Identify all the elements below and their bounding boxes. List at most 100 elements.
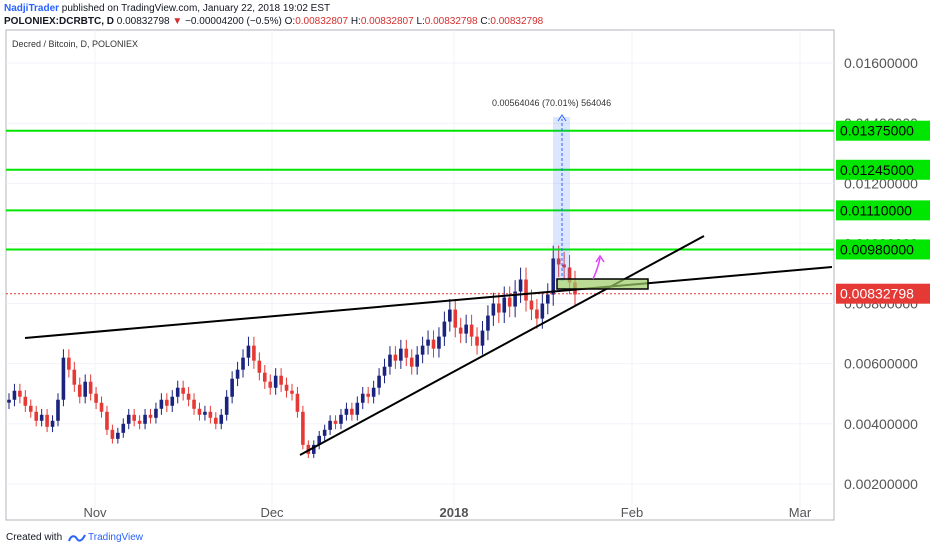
tradingview-logo-icon — [68, 534, 86, 542]
candle-body — [192, 399, 196, 409]
resistance-price-tag — [836, 120, 930, 141]
resistance-price-tag — [836, 159, 930, 180]
candle-body — [333, 420, 338, 424]
candle-body — [230, 378, 234, 397]
resistance-price-tag — [836, 200, 930, 221]
x-tick-label: Mar — [789, 505, 812, 520]
candle-body — [301, 411, 305, 445]
candle-body — [409, 357, 414, 367]
candle-body — [175, 387, 180, 397]
candle-body — [99, 402, 104, 412]
candle-body — [143, 414, 147, 424]
candle-body — [344, 408, 349, 415]
candle-body — [475, 336, 479, 346]
candle-body — [159, 399, 164, 409]
candle-body — [94, 393, 98, 403]
resistance-price-label: 0.01245000 — [840, 162, 914, 178]
x-tick-label: Nov — [83, 505, 107, 520]
candle-body — [322, 429, 327, 436]
candle-body — [360, 393, 365, 403]
candle-body — [39, 414, 44, 421]
candle-body — [88, 381, 93, 394]
x-tick-label: Feb — [621, 505, 643, 520]
resistance-price-label: 0.01375000 — [840, 123, 914, 139]
chart-title: Decred / Bitcoin, D, POLONIEX — [12, 39, 138, 49]
bounce-arrow-icon — [592, 257, 601, 280]
candle-body — [105, 411, 109, 430]
down-arrow-icon: ▼ — [172, 16, 183, 27]
candle-body — [350, 408, 354, 415]
candle-body — [497, 303, 501, 313]
candle-body — [535, 309, 539, 319]
candle-body — [458, 327, 463, 334]
candle-body — [246, 345, 251, 358]
candle-body — [388, 354, 392, 367]
candle-body — [480, 330, 485, 346]
candle-body — [404, 348, 409, 358]
candle-body — [214, 417, 218, 424]
candle-body — [18, 390, 22, 397]
plot-area — [5, 29, 835, 521]
y-tick-label: 0.01600000 — [844, 55, 918, 71]
candle-body — [252, 345, 256, 361]
candle-body — [165, 399, 169, 406]
candle-body — [295, 393, 300, 412]
candle-body — [77, 384, 82, 397]
x-axis: Nov Dec 2018 Feb Mar — [83, 505, 811, 520]
y-tick-label: 0.00600000 — [844, 356, 918, 372]
candle-body — [290, 390, 294, 394]
candle-body — [235, 369, 240, 379]
resistance-levels — [6, 129, 834, 295]
candle-body — [50, 420, 55, 427]
candle-body — [529, 300, 534, 310]
y-tick-label: 0.00200000 — [844, 476, 918, 492]
published-text: published on TradingView.com, January 22… — [59, 3, 331, 14]
candle-body — [257, 360, 262, 373]
open-label: O: — [284, 16, 296, 27]
trend-drawings — [24, 114, 833, 456]
candle-body — [121, 423, 126, 433]
candle-body — [502, 297, 507, 313]
candle-body — [513, 291, 517, 307]
price-chart[interactable]: Decred / Bitcoin, D, POLONIEX 0.00564046… — [0, 0, 932, 526]
candle-body — [110, 429, 115, 439]
candle-body — [328, 420, 332, 430]
candle-body — [524, 279, 528, 301]
y-tick-label: 0.00400000 — [844, 416, 918, 432]
candle-body — [72, 369, 77, 385]
x-tick-label: Dec — [260, 505, 284, 520]
candle-body — [448, 309, 452, 322]
candle-body — [268, 381, 273, 388]
candle-body — [61, 357, 66, 400]
author-link[interactable]: NadjiTrader — [4, 3, 60, 14]
symbol-label: POLONIEX:DCRBTC, D — [4, 16, 114, 27]
candle-body — [12, 390, 17, 400]
candle-body — [393, 354, 398, 361]
last-price-label: 0.00832798 — [840, 286, 914, 302]
candle-body — [203, 411, 207, 415]
measure-arrow-icon — [557, 114, 567, 122]
candle-body — [437, 336, 441, 349]
candle-body — [67, 357, 71, 370]
candle-body — [56, 399, 60, 421]
y-axis: 0.016000000.014000000.012000000.01000000… — [844, 55, 918, 492]
candle-body — [464, 324, 468, 334]
lower-trendline — [299, 235, 705, 456]
tradingview-brand-link[interactable]: TradingView — [88, 532, 144, 543]
candle-body — [116, 432, 120, 439]
candle-body — [491, 303, 496, 316]
candle-body — [154, 408, 158, 418]
close-value: 0.00832798 — [490, 16, 544, 27]
candle-body — [399, 348, 403, 361]
open-value: 0.00832807 — [295, 16, 349, 27]
candle-body — [132, 414, 136, 421]
candle-body — [540, 303, 545, 319]
candle-body — [170, 396, 175, 406]
candle-body — [262, 372, 267, 382]
resistance-price-label: 0.00980000 — [840, 241, 914, 257]
candle-body — [426, 339, 430, 346]
candle-body — [469, 324, 474, 337]
low-value: 0.00832798 — [424, 16, 478, 27]
candle-body — [567, 267, 572, 283]
candle-body — [545, 294, 550, 304]
